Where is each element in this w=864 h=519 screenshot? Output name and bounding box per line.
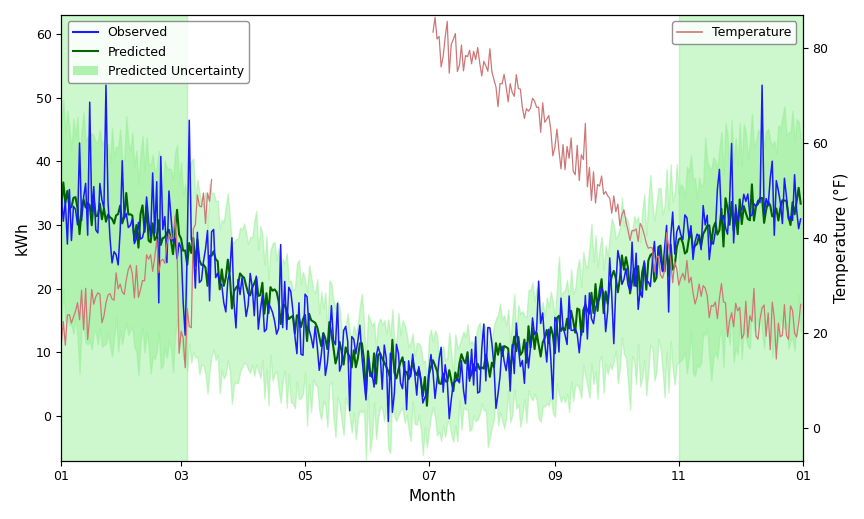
Y-axis label: Temperature (°F): Temperature (°F) [834,173,849,303]
Y-axis label: kWh: kWh [15,221,30,255]
Legend: Temperature: Temperature [672,21,797,44]
Legend: Observed, Predicted, Predicted Uncertainty: Observed, Predicted, Predicted Uncertain… [67,21,249,83]
Bar [679,15,803,461]
Bar [61,15,187,461]
X-axis label: Month: Month [408,489,456,504]
